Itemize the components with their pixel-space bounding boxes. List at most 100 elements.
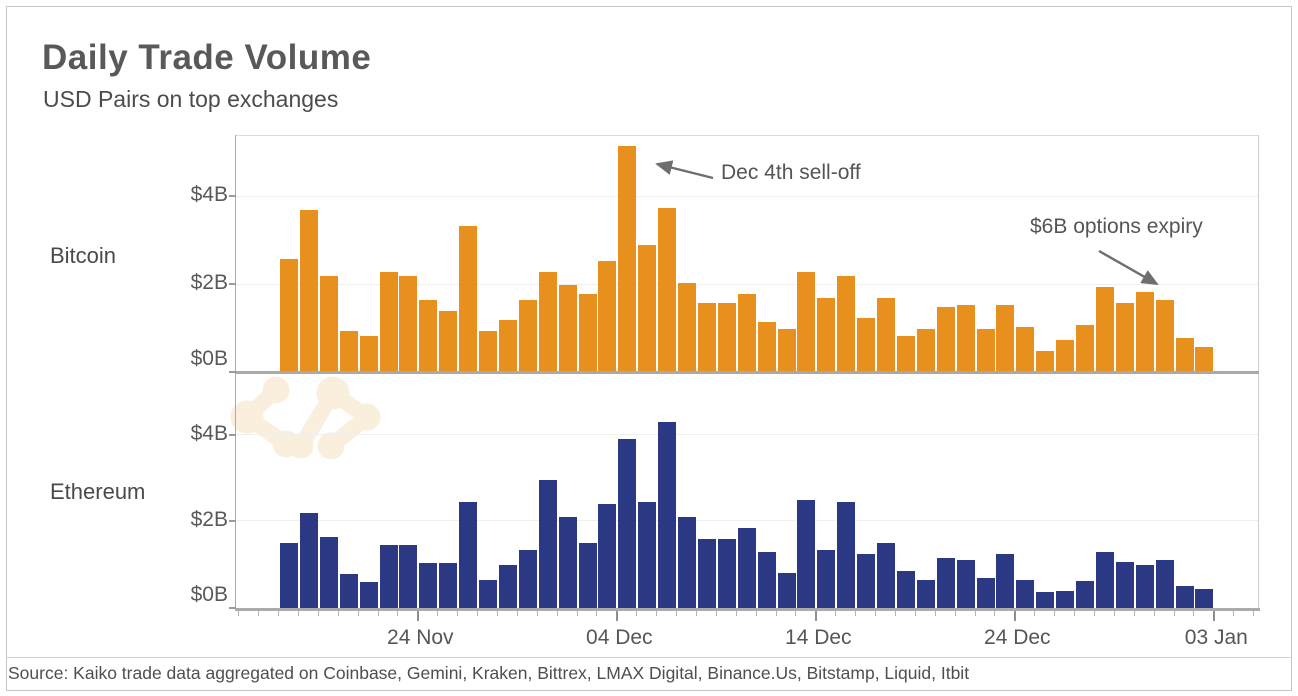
bar-ethereum-24Nov [419,562,438,608]
x-tick-minor [337,611,339,616]
bar-bitcoin-22Dec [976,329,995,373]
y-tick-label-ethereum-4b: $4B [190,421,228,445]
bar-bitcoin-27Dec [1076,324,1094,373]
bar-ethereum-06Dec [658,421,677,608]
x-tick-major [815,611,818,621]
bar-bitcoin-22Nov [379,271,398,373]
panel-divider-line [235,371,1259,374]
x-tick-minor [317,611,319,616]
x-tick-minor [835,611,837,616]
bar-ethereum-27Dec [1076,581,1094,608]
bar-bitcoin-30Nov [538,271,557,373]
x-tick-minor [914,611,916,616]
x-tick-minor [516,611,518,616]
bar-bitcoin-09Dec [717,302,736,373]
bar-bitcoin-18Nov [299,210,318,373]
x-axis-line [235,608,1260,611]
annotation-dec4-selloff: Dec 4th sell-off [721,161,861,184]
gridline-4b [235,196,1259,197]
x-tick-minor [676,611,677,616]
bar-bitcoin-15Dec [837,276,856,373]
bar-ethereum-29Nov [518,549,537,608]
bar-ethereum-13Dec [797,499,816,608]
ethereum-bar-panel [235,375,1259,608]
bar-ethereum-20Nov [339,574,358,608]
bar-ethereum-14Dec [817,549,836,608]
x-tick-minor [258,611,260,616]
bar-bitcoin-29Dec [1115,302,1134,373]
x-tick-minor [1133,611,1135,616]
gridline-2b [235,284,1259,285]
bar-ethereum-30Nov [538,480,557,608]
bar-ethereum-09Dec [717,538,736,608]
bar-bitcoin-07Dec [678,282,696,373]
x-tick-minor [1173,611,1175,616]
x-tick-major [1014,611,1017,621]
x-tick-minor [1054,611,1056,616]
bar-bitcoin-21Dec [956,304,975,373]
bar-bitcoin-18Dec [896,335,915,373]
bitcoin-bar-panel [235,135,1259,373]
x-tick-minor [536,611,538,616]
x-tick-minor [755,611,757,616]
x-tick-minor [377,611,379,616]
bar-ethereum-25Nov [439,562,458,608]
bar-ethereum-12Dec [777,573,796,608]
bar-ethereum-02Jan [1195,588,1214,608]
bar-ethereum-28Dec [1095,551,1114,608]
bar-bitcoin-13Dec [797,271,816,373]
x-tick-minor [477,611,478,616]
y-tick-mark [229,607,236,609]
x-tick-minor [974,611,976,616]
annotation-options-expiry: $6B options expiry [1030,215,1203,238]
x-tick-minor [457,611,459,616]
x-tick-major [417,611,420,621]
bar-bitcoin-25Dec [1036,351,1055,373]
x-tick-minor [636,611,638,616]
bar-bitcoin-27Nov [479,331,497,373]
bar-bitcoin-23Dec [996,304,1015,373]
x-tick-label-24-dec: 24 Dec [984,626,1051,649]
page-subtitle: USD Pairs on top exchanges [43,86,339,112]
x-tick-minor [437,611,439,616]
bar-bitcoin-19Dec [916,329,935,373]
x-tick-minor [695,611,697,616]
bar-bitcoin-03Dec [598,260,617,373]
bar-ethereum-19Nov [319,536,338,608]
bar-bitcoin-06Dec [658,208,677,373]
bar-bitcoin-14Dec [817,298,836,373]
x-tick-minor [775,611,777,616]
x-tick-minor [855,611,857,616]
bar-bitcoin-30Dec [1135,291,1154,373]
y-tick-mark [229,433,236,436]
bar-ethereum-30Dec [1135,564,1154,608]
bar-bitcoin-08Dec [697,302,716,373]
bar-ethereum-21Dec [956,560,975,608]
x-tick-minor [795,611,797,616]
x-tick-label-24-nov: 24 Nov [387,626,454,649]
x-tick-minor [576,611,578,616]
x-tick-minor [934,611,936,616]
bar-bitcoin-17Nov [280,258,298,373]
bar-bitcoin-26Dec [1056,340,1075,373]
x-tick-minor [1233,611,1235,616]
bar-bitcoin-20Dec [936,307,955,373]
x-tick-label-04-dec: 04 Dec [586,626,653,649]
x-tick-minor [954,611,956,616]
bar-bitcoin-11Dec [757,322,776,373]
y-tick-label-ethereum-2b: $2B [190,508,228,532]
y-tick-label-bitcoin-0b: $0B [190,347,228,370]
source-credit: Source: Kaiko trade data aggregated on C… [8,663,970,683]
bar-bitcoin-04Dec [618,146,637,373]
bar-ethereum-04Dec [618,439,637,608]
bar-ethereum-22Nov [379,545,398,608]
bar-ethereum-26Nov [459,501,478,608]
y-tick-label-bitcoin-4b: $4B [190,183,228,206]
bar-bitcoin-05Dec [638,245,657,373]
bar-bitcoin-24Dec [1016,326,1035,373]
x-tick-minor [397,611,399,616]
bar-ethereum-29Dec [1115,561,1134,608]
y-tick-mark [229,371,236,373]
x-tick-minor [1074,611,1075,616]
